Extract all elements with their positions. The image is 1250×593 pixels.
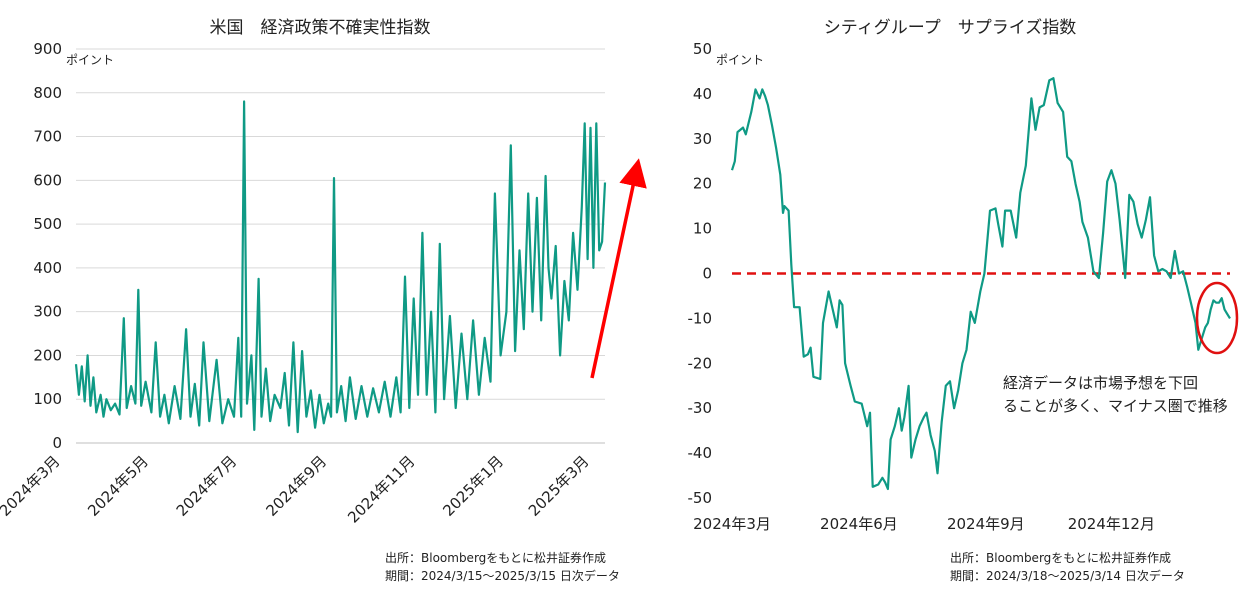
epu-y-tick: 0 [52,434,62,452]
citi-y-tick: 10 [693,220,712,238]
epu-period-note: 期間：2024/3/15～2025/3/15 日次データ [385,568,620,583]
citi-y-tick: -20 [688,354,713,372]
citi-y-tick: 20 [693,175,712,193]
citi-series-line [730,77,1231,491]
citi-x-tick: 2024年3月 [693,515,771,533]
epu-chart-title: 米国 経済政策不確実性指数 [210,18,431,38]
citi-x-tick: 2024年6月 [820,515,898,533]
citi-x-tick: 2024年12月 [1068,515,1155,533]
citi-x-axis: 2024年3月 2024年6月 2024年9月 2024年12月 [693,515,1155,533]
citi-y-tick: -50 [688,489,713,507]
citi-period-note: 期間：2024/3/18～2025/3/14 日次データ [950,568,1185,583]
citi-y-tick: 30 [693,130,712,148]
epu-x-tick: 2025年3月 [525,452,593,520]
epu-y-tick: 800 [33,84,62,102]
citi-series [730,77,1231,491]
annotation-line-2: ることが多く、マイナス圏で推移 [1003,397,1228,415]
epu-source-note: 出所：Bloombergをもとに松井証券作成 [385,550,606,565]
citi-y-tick: -10 [688,309,713,327]
epu-unit-label: ポイント [66,53,114,67]
epu-y-axis: 0 100 200 300 400 500 600 700 800 900 [33,40,62,452]
citi-x-tick: 2024年9月 [947,515,1025,533]
epu-y-tick: 500 [33,215,62,233]
epu-y-tick: 400 [33,259,62,277]
recent-negative-highlight [1195,281,1239,355]
citi-y-tick: -30 [688,399,713,417]
citi-y-tick: 50 [693,40,712,58]
epu-y-tick: 600 [33,171,62,189]
citi-y-axis: -50 -40 -30 -20 -10 0 10 20 30 40 50 [688,40,713,507]
epu-x-tick: 2024年9月 [263,452,331,520]
epu-x-axis: 2024年3月 2024年5月 2024年7月 2024年9月 2024年11月 2025… [0,452,593,526]
citi-source-note: 出所：Bloombergをもとに松井証券作成 [950,550,1171,565]
epu-grid [76,48,605,444]
epu-y-tick: 300 [33,303,62,321]
citi-y-tick: 40 [693,85,712,103]
epu-x-tick: 2024年3月 [0,452,64,520]
epu-y-tick: 100 [33,390,62,408]
epu-chart: 米国 経済政策不確実性指数 ポイント 0 100 200 300 400 500 600 70… [0,18,647,583]
epu-x-tick: 2024年5月 [84,452,152,520]
epu-x-tick: 2024年7月 [173,452,241,520]
epu-y-tick: 700 [33,128,62,146]
epu-x-tick: 2024年11月 [344,452,418,526]
epu-y-tick: 200 [33,346,62,364]
epu-x-tick: 2025年1月 [439,452,507,520]
citi-chart-title: シティグループ サプライズ指数 [824,18,1076,38]
annotation-line-1: 経済データは市場予想を下回 [1003,374,1198,392]
citi-unit-label: ポイント [716,53,764,67]
epu-series-line [74,100,607,434]
citi-y-tick: -40 [688,444,713,462]
citi-y-tick: 0 [702,265,712,283]
rising-trend-arrow [590,158,647,379]
epu-series [74,100,607,434]
citi-surprise-chart: シティグループ サプライズ指数 ポイント -50 -40 -30 -20 -10 0 10 2… [688,18,1239,583]
epu-y-tick: 900 [33,40,62,58]
